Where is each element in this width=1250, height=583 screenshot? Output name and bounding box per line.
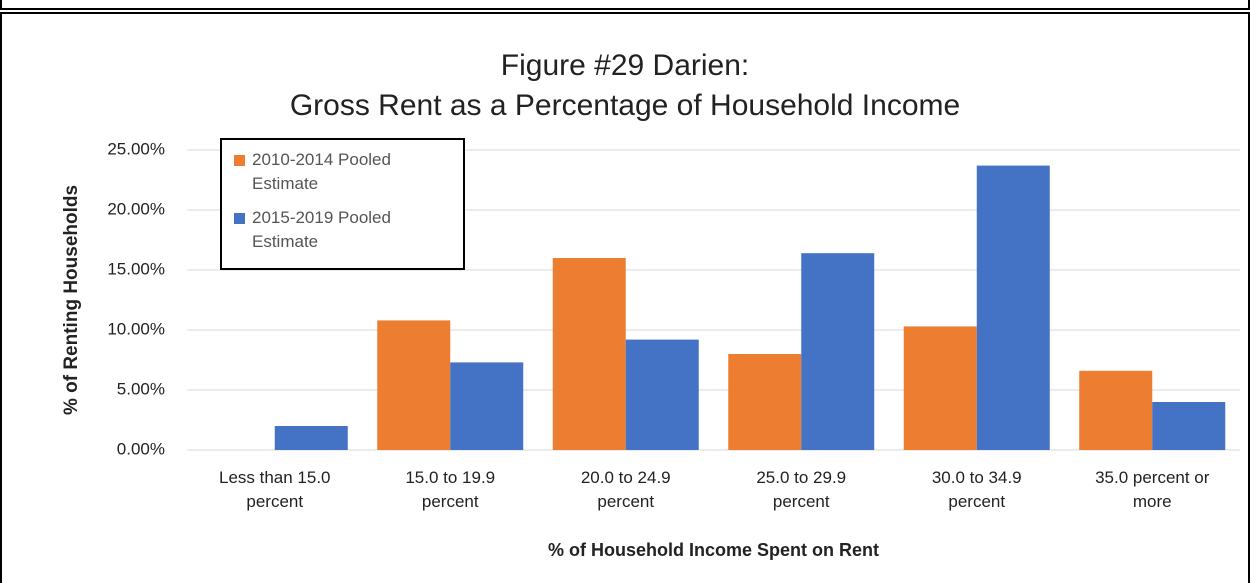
bar: [976, 165, 1050, 450]
y-axis-label: % of Renting Households: [61, 185, 82, 415]
bar: [377, 320, 451, 450]
chart-title: Figure #29 Darien: Gross Rent as a Perce…: [289, 49, 961, 122]
y-tick-label: 10.00%: [107, 319, 165, 338]
bar: [274, 426, 348, 450]
y-tick-label: 15.00%: [107, 259, 165, 278]
bar: [1152, 402, 1226, 450]
legend-item: 2015-2019 Pooled Estimate: [234, 206, 422, 254]
bar: [450, 362, 524, 450]
bar: [801, 253, 875, 450]
bar: [728, 354, 802, 450]
x-tick-label: 30.0 to 34.9 percent: [931, 468, 1022, 511]
x-tick-label: 15.0 to 19.9 percent: [405, 468, 496, 511]
bar: [625, 339, 699, 450]
x-tick-label: 20.0 to 24.9 percent: [580, 468, 671, 511]
legend-item: 2010-2014 Pooled Estimate: [234, 148, 422, 196]
legend-swatch: [234, 155, 245, 166]
top-border: [0, 0, 1250, 10]
bar: [903, 326, 977, 450]
legend-label: 2010-2014 Pooled Estimate: [252, 150, 391, 193]
legend-label: 2015-2019 Pooled Estimate: [252, 208, 391, 251]
chart-frame: [0, 12, 1250, 583]
y-tick-label: 0.00%: [117, 439, 165, 458]
x-tick-label: 35.0 percent or more: [1095, 468, 1210, 511]
y-tick-label: 5.00%: [117, 379, 165, 398]
bar: [552, 258, 626, 450]
y-tick-label: 20.00%: [107, 199, 165, 218]
x-tick-label: Less than 15.0 percent: [218, 468, 331, 511]
x-tick-label: 25.0 to 29.9 percent: [756, 468, 847, 511]
y-tick-label: 25.00%: [107, 139, 165, 158]
bar: [1079, 370, 1153, 450]
legend: 2010-2014 Pooled Estimate 2015-2019 Poole…: [220, 138, 465, 270]
x-axis-label: % of Household Income Spent on Rent: [547, 540, 879, 560]
legend-swatch: [234, 213, 245, 224]
